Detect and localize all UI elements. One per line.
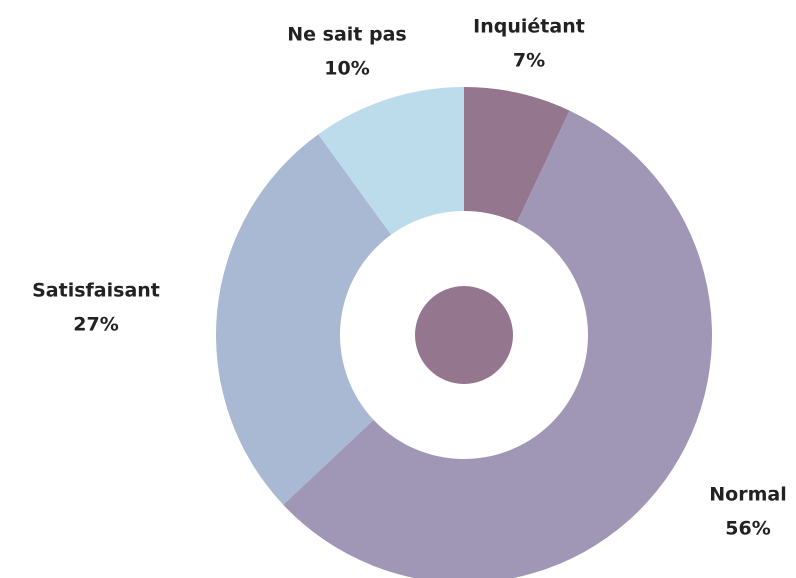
donut-slice [283, 110, 712, 578]
slice-label: Inquiétant [473, 16, 585, 38]
slice-label: Ne sait pas [287, 24, 406, 46]
donut-slice [464, 87, 570, 223]
slice-value-label: 56% [725, 518, 770, 540]
center-dot [415, 286, 513, 384]
donut-slice [318, 87, 464, 235]
donut-slice [215, 134, 392, 505]
slice-label: Normal [709, 484, 786, 506]
slice-label: Satisfaisant [32, 280, 160, 302]
slice-value-label: 10% [324, 58, 369, 80]
slice-value-label: 27% [73, 314, 118, 336]
slice-value-label: 7% [513, 50, 545, 72]
